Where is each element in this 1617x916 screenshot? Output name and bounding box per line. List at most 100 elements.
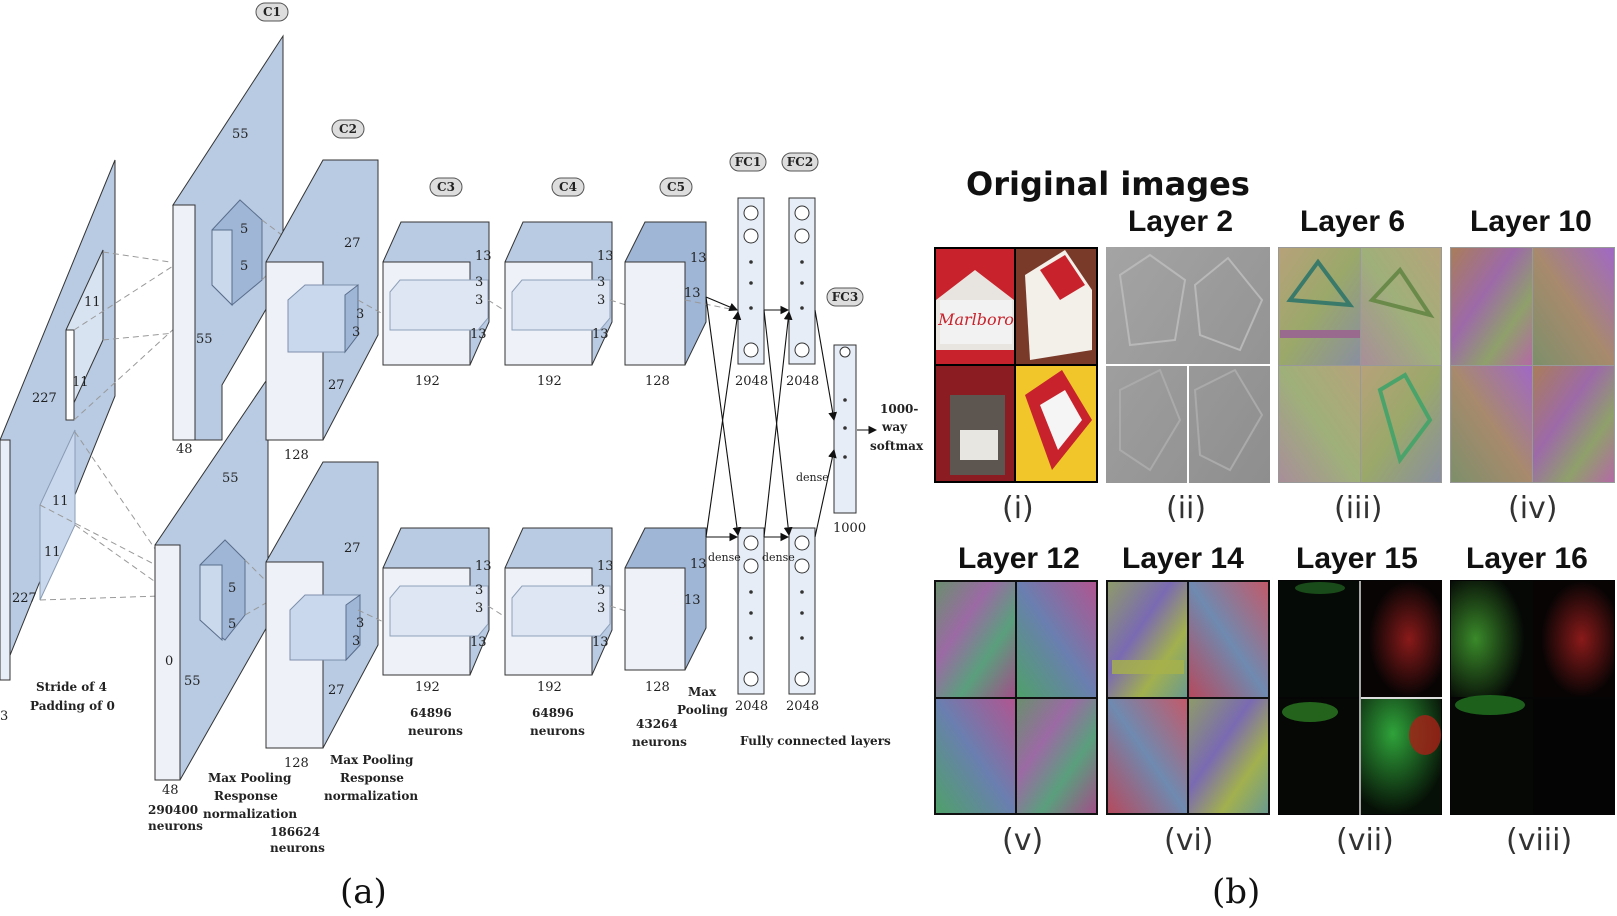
svg-text:FC3: FC3 — [832, 290, 858, 304]
panel-b-caption: (b) — [1212, 872, 1260, 912]
c5-neurons: 43264 — [636, 717, 678, 731]
c2-kernel: 3 — [356, 616, 364, 631]
c3-neurons: 64896 — [410, 706, 452, 720]
connection-arrows — [705, 296, 878, 542]
image-title: Layer 15 — [1296, 542, 1418, 575]
fc3-column — [833, 344, 857, 514]
c1-dim: 48 — [162, 783, 179, 798]
c2-dim: 27 — [328, 378, 345, 393]
image-index: (vii) — [1336, 823, 1394, 858]
image-title: Layer 2 — [1128, 205, 1233, 238]
kernel1-label: 11 — [84, 295, 101, 310]
fc1-label-pill: FC1 — [729, 152, 767, 172]
svg-text:C2: C2 — [339, 122, 357, 136]
fc1-size: 2048 — [735, 374, 768, 389]
c3-top-volume — [382, 221, 490, 366]
c3-dim: 192 — [415, 680, 440, 695]
output-label: softmax — [870, 439, 924, 453]
c5-dim: 13 — [690, 251, 707, 266]
c4-dim: 13 — [597, 249, 614, 264]
c2-neurons: 186624 — [270, 825, 320, 839]
c1-dim: 55 — [184, 674, 201, 689]
c1-bottom-volume — [154, 376, 269, 781]
c5-dim: 13 — [690, 557, 707, 572]
c4-dim: 3 — [597, 583, 605, 598]
svg-text:C5: C5 — [667, 180, 685, 194]
kernel1-label: 11 — [44, 545, 61, 560]
fc2-bottom-column — [788, 527, 816, 695]
input-height-label: 227 — [32, 391, 57, 406]
fc1-size: 2048 — [735, 699, 768, 714]
image-index: (ii) — [1166, 491, 1206, 526]
image-index: (i) — [1002, 491, 1034, 526]
image-title: Layer 10 — [1470, 205, 1592, 238]
c1-kernel: 5 — [228, 581, 236, 596]
c2-dim: 27 — [328, 683, 345, 698]
c5-top-volume — [624, 221, 707, 366]
c4-dim: 192 — [537, 374, 562, 389]
c3-dim: 13 — [475, 249, 492, 264]
c2-dim: 27 — [344, 236, 361, 251]
pool-label: Max Pooling — [330, 753, 414, 767]
c1-neurons-unit: neurons — [148, 819, 203, 833]
input-width-label: 227 — [12, 591, 37, 606]
c4-neurons-unit: neurons — [530, 724, 585, 738]
c4-top-volume — [504, 221, 613, 366]
c2-label-pill: C2 — [331, 119, 365, 139]
output-label: way — [881, 420, 908, 434]
layer-10-tile — [1450, 247, 1615, 483]
c3-dim: 13 — [470, 327, 487, 342]
layer-2-tile — [1106, 247, 1270, 483]
image-title: Layer 16 — [1466, 542, 1588, 575]
c1-neurons: 290400 — [148, 803, 198, 817]
c2-dim: 128 — [284, 756, 309, 771]
input-volume — [0, 159, 116, 681]
c4-dim: 3 — [597, 601, 605, 616]
fc2-top-column — [788, 197, 816, 365]
pool-label: normalization — [203, 807, 297, 821]
c1-kernel: 5 — [240, 222, 248, 237]
c1-kernel: 5 — [228, 617, 236, 632]
c3-dim: 3 — [475, 583, 483, 598]
pool-label: normalization — [324, 789, 418, 803]
dense-label: dense — [762, 551, 795, 564]
c4-bottom-volume — [504, 527, 613, 676]
c1-label-pill: C1 — [255, 2, 289, 22]
c4-dim: 13 — [597, 559, 614, 574]
fc-caption: Fully connected layers — [740, 734, 891, 748]
pool-label: Response — [214, 789, 278, 803]
c4-dim: 13 — [592, 635, 609, 650]
c3-dim: 13 — [475, 559, 492, 574]
c3-dim: 13 — [470, 635, 487, 650]
fc2-label-pill: FC2 — [781, 152, 819, 172]
image-index: (viii) — [1506, 823, 1572, 858]
c2-kernel: 3 — [352, 325, 360, 340]
stride-label: Stride of 4 — [36, 680, 107, 694]
image-index: (iv) — [1508, 491, 1558, 526]
dense-label: dense — [708, 551, 741, 564]
pool-label: Max — [688, 685, 717, 699]
svg-text:FC1: FC1 — [735, 155, 761, 169]
kernel1-label: 11 — [52, 494, 69, 509]
fc1-bottom-column — [737, 527, 765, 695]
padding-label: Padding of 0 — [30, 699, 115, 713]
kernel1-label: 11 — [72, 375, 89, 390]
c1-top-volume — [172, 34, 284, 441]
c3-dim: 3 — [475, 275, 483, 290]
c4-label-pill: C4 — [551, 177, 585, 197]
c1-dim: 48 — [176, 442, 193, 457]
c3-dim: 192 — [415, 374, 440, 389]
fc3-size: 1000 — [833, 521, 866, 536]
c5-dim: 13 — [684, 593, 701, 608]
c2-kernel: 3 — [356, 307, 364, 322]
svg-text:FC2: FC2 — [787, 155, 813, 169]
c1-dim: 55 — [232, 127, 249, 142]
dense-label: dense — [796, 471, 829, 484]
svg-text:C4: C4 — [559, 180, 577, 194]
c5-label-pill: C5 — [659, 177, 693, 197]
pool-label: Max Pooling — [208, 771, 292, 785]
c2-dim: 128 — [284, 448, 309, 463]
image-index: (iii) — [1334, 491, 1382, 526]
c3-bottom-volume — [382, 527, 490, 676]
